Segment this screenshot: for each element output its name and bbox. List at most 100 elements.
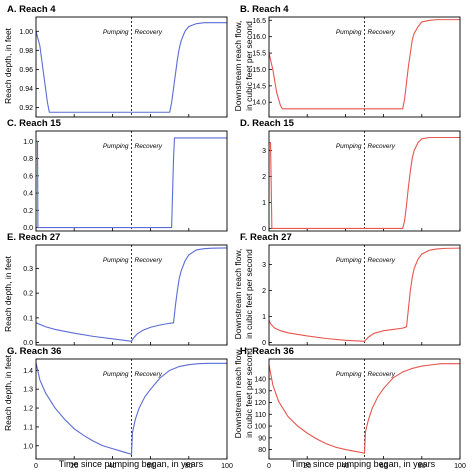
series-line-f-0 <box>269 247 460 342</box>
left-ylabel-top: Reach depth, in feet <box>3 27 13 104</box>
recovery-label-b: Recovery <box>368 29 396 36</box>
y-tick-label-e-2: 0.2 <box>23 291 33 298</box>
series-line-a-0 <box>36 22 227 113</box>
panel-f: F. Reach 27 0 1 2 3 Pumping Recovery <box>240 232 461 347</box>
plot-frame-f <box>268 244 461 346</box>
plot-frame-g <box>35 358 228 460</box>
y-tick-label-h-2: 100 <box>254 424 266 431</box>
panel-title-e: E. Reach 27 <box>7 232 60 243</box>
panel-title-c: C. Reach 15 <box>7 118 62 129</box>
y-tick-label-a-3: 0.98 <box>19 48 33 55</box>
right-ylabel-bottom-line1: Downstream reach flow, <box>233 348 243 439</box>
y-tick-label-f-3: 3 <box>262 262 266 269</box>
x-tick-label-g-0: 0 <box>34 463 38 470</box>
recovery-label-c: Recovery <box>135 143 163 150</box>
y-tick-label-c-4: 0.8 <box>23 156 33 163</box>
y-tick-label-h-1: 90 <box>258 435 266 442</box>
y-tick-label-h-0: 80 <box>258 447 266 454</box>
plot-frame-c <box>35 130 228 232</box>
series-line-h-0 <box>269 363 460 454</box>
plot-frame-h <box>268 358 461 460</box>
y-tick-label-h-5: 130 <box>254 388 266 395</box>
y-tick-label-c-2: 0.4 <box>23 191 33 198</box>
y-tick-label-a-0: 0.92 <box>19 105 33 112</box>
panel-d: D. Reach 15 0 1 2 3 Pumping Recovery <box>240 118 461 233</box>
pumping-label-b: Pumping <box>336 29 362 36</box>
panel-h: H. Reach 36 0 20 40 60 80 100 80 90 100 110 120 130 1… <box>240 346 466 470</box>
y-tick-label-d-2: 2 <box>262 174 266 181</box>
pumping-label-c: Pumping <box>103 143 129 150</box>
y-tick-label-b-4: 16.0 <box>252 34 266 41</box>
x-tick-label-g-20: 20 <box>70 463 78 470</box>
series-line-c-0 <box>36 137 227 229</box>
y-tick-label-b-1: 14.5 <box>252 83 266 90</box>
plot-frame-d <box>268 130 461 232</box>
x-tick-label-h-20: 20 <box>303 463 311 470</box>
pumping-label-f: Pumping <box>336 257 362 264</box>
recovery-label-g: Recovery <box>135 371 163 378</box>
y-tick-label-a-4: 1.00 <box>19 29 33 36</box>
y-tick-label-c-1: 0.2 <box>23 208 33 215</box>
pumping-label-a: Pumping <box>103 29 129 36</box>
x-axis-label-left: Time since pumping began, in years <box>59 459 204 469</box>
y-tick-label-g-1: 1.1 <box>23 424 33 431</box>
y-tick-label-b-0: 14.0 <box>252 100 266 107</box>
recovery-label-e: Recovery <box>135 257 163 264</box>
series-line-d-0 <box>269 136 460 229</box>
pumping-label-h: Pumping <box>336 371 362 378</box>
y-tick-label-h-4: 120 <box>254 400 266 407</box>
x-tick-label-g-40: 40 <box>109 463 117 470</box>
series-line-b-0 <box>269 19 460 110</box>
right-ylabel-middle-line2: in cubic feet per second <box>244 249 254 339</box>
y-tick-label-c-3: 0.6 <box>23 173 33 180</box>
right-ylabel-middle-line1: Downstream reach flow, <box>233 249 243 340</box>
series-line-e-0 <box>36 247 227 342</box>
panels: A. Reach 40.920.940.960.981.00 Pumping Rec… <box>7 4 466 470</box>
panel-a: A. Reach 4 0.92 0.94 0.96 0.98 1.00 Pumping Rec… <box>7 4 228 118</box>
y-tick-label-f-1: 1 <box>262 314 266 321</box>
recovery-label-f: Recovery <box>368 257 396 264</box>
y-tick-label-g-4: 1.4 <box>23 368 33 375</box>
panel-title-g: G. Reach 36 <box>7 346 61 357</box>
panel-b: B. Reach 4 14.0 14.5 15.0 15.5 16.0 16.5 Pumpin… <box>240 4 461 118</box>
panel-title-b: B. Reach 4 <box>240 4 289 15</box>
recovery-label-a: Recovery <box>135 29 163 36</box>
recovery-label-d: Recovery <box>368 143 396 150</box>
left-ylabel-middle: Reach depth, in feet <box>3 255 13 332</box>
y-tick-label-d-0: 0 <box>262 226 266 233</box>
x-tick-label-h-100: 100 <box>454 463 466 470</box>
x-tick-label-h-60: 60 <box>380 463 388 470</box>
y-tick-label-g-2: 1.2 <box>23 406 33 413</box>
x-tick-label-g-100: 100 <box>221 463 233 470</box>
y-tick-label-h-3: 110 <box>255 412 266 419</box>
plot-frame-e <box>35 244 228 346</box>
y-tick-label-e-0: 0.0 <box>23 340 33 347</box>
x-tick-label-g-60: 60 <box>147 463 155 470</box>
y-tick-label-g-0: 1.0 <box>23 443 33 450</box>
y-tick-label-e-3: 0.3 <box>23 266 33 273</box>
y-tick-label-h-6: 140 <box>254 377 266 384</box>
x-axis-label-right: Time since pumping began, in years <box>291 459 436 469</box>
y-tick-label-b-2: 15.0 <box>252 67 266 74</box>
y-tick-label-e-1: 0.1 <box>23 315 33 322</box>
y-tick-label-a-2: 0.96 <box>19 67 33 74</box>
y-tick-label-d-1: 1 <box>262 200 266 207</box>
panel-title-d: D. Reach 15 <box>240 118 295 129</box>
plot-frame-b <box>268 16 461 118</box>
x-tick-label-h-80: 80 <box>418 463 426 470</box>
right-ylabel-top-line1: Downstream reach flow, <box>233 21 243 112</box>
y-tick-label-c-5: 1.0 <box>23 139 33 146</box>
recovery-label-h: Recovery <box>368 371 396 378</box>
y-tick-label-c-0: 0.0 <box>23 225 33 232</box>
panel-title-h: H. Reach 36 <box>240 346 294 357</box>
y-tick-label-d-3: 3 <box>262 148 266 155</box>
pumping-label-d: Pumping <box>336 143 362 150</box>
panel-c: C. Reach 15 0.0 0.2 0.4 0.6 0.8 1.0 Pumping Reco… <box>7 118 228 232</box>
pumping-label-g: Pumping <box>103 371 129 378</box>
right-ylabel-top-line2: in cubic feet per second <box>244 21 254 111</box>
series-line-g-0 <box>36 362 227 456</box>
right-ylabel-bottom-line2: in cubic feet per second <box>244 348 254 438</box>
panel-e: E. Reach 27 0.0 0.1 0.2 0.3 Pumping Recovery <box>7 232 228 347</box>
y-tick-label-g-3: 1.3 <box>23 387 33 394</box>
